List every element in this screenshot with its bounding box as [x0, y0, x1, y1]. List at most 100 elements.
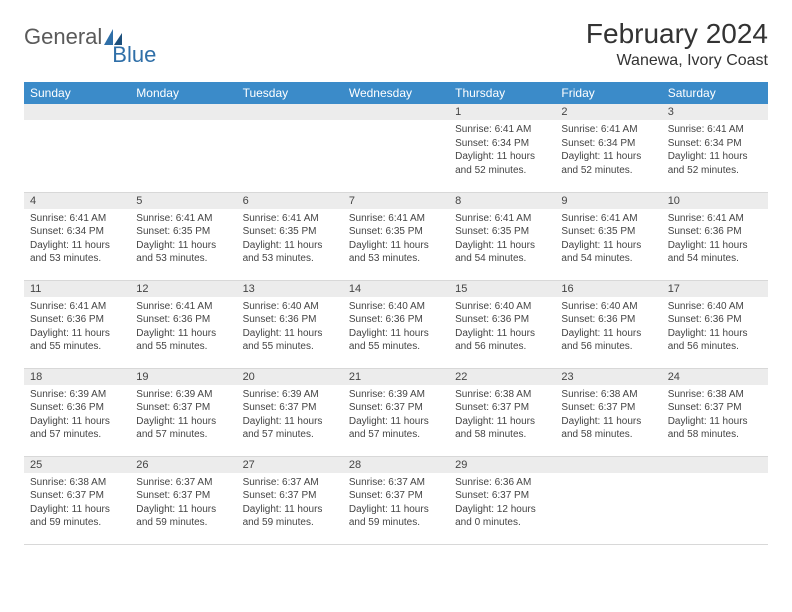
day-number: 15: [449, 281, 555, 297]
calendar-body: 1Sunrise: 6:41 AMSunset: 6:34 PMDaylight…: [24, 104, 768, 544]
day-detail-line: Sunset: 6:37 PM: [349, 489, 443, 503]
day-detail-line: Daylight: 11 hours and 57 minutes.: [349, 415, 443, 442]
day-detail-line: Sunset: 6:37 PM: [136, 489, 230, 503]
day-detail-line: Sunrise: 6:41 AM: [30, 212, 124, 226]
day-details: Sunrise: 6:40 AMSunset: 6:36 PMDaylight:…: [343, 297, 449, 358]
calendar-week-row: 18Sunrise: 6:39 AMSunset: 6:36 PMDayligh…: [24, 368, 768, 456]
calendar-week-row: 4Sunrise: 6:41 AMSunset: 6:34 PMDaylight…: [24, 192, 768, 280]
calendar-day-cell: 1Sunrise: 6:41 AMSunset: 6:34 PMDaylight…: [449, 104, 555, 192]
day-details: Sunrise: 6:41 AMSunset: 6:34 PMDaylight:…: [449, 120, 555, 181]
month-title: February 2024: [586, 18, 768, 50]
day-detail-line: Daylight: 11 hours and 59 minutes.: [349, 503, 443, 530]
day-number: 11: [24, 281, 130, 297]
day-details: Sunrise: 6:41 AMSunset: 6:34 PMDaylight:…: [24, 209, 130, 270]
calendar-week-row: 1Sunrise: 6:41 AMSunset: 6:34 PMDaylight…: [24, 104, 768, 192]
day-detail-line: Sunrise: 6:38 AM: [30, 476, 124, 490]
day-detail-line: Daylight: 11 hours and 57 minutes.: [136, 415, 230, 442]
day-detail-line: Sunset: 6:37 PM: [30, 489, 124, 503]
day-number: 21: [343, 369, 449, 385]
day-detail-line: Daylight: 11 hours and 58 minutes.: [561, 415, 655, 442]
day-detail-line: Sunset: 6:36 PM: [136, 313, 230, 327]
day-detail-line: Daylight: 11 hours and 53 minutes.: [30, 239, 124, 266]
day-detail-line: Sunrise: 6:38 AM: [668, 388, 762, 402]
day-details: Sunrise: 6:41 AMSunset: 6:36 PMDaylight:…: [24, 297, 130, 358]
day-number: 16: [555, 281, 661, 297]
calendar-day-cell: 13Sunrise: 6:40 AMSunset: 6:36 PMDayligh…: [237, 280, 343, 368]
calendar-day-cell: 25Sunrise: 6:38 AMSunset: 6:37 PMDayligh…: [24, 456, 130, 544]
day-detail-line: Daylight: 11 hours and 55 minutes.: [243, 327, 337, 354]
day-detail-line: Sunrise: 6:39 AM: [30, 388, 124, 402]
day-detail-line: Daylight: 11 hours and 53 minutes.: [136, 239, 230, 266]
day-detail-line: Sunrise: 6:40 AM: [668, 300, 762, 314]
day-detail-line: Sunset: 6:34 PM: [455, 137, 549, 151]
day-number: [237, 104, 343, 120]
calendar-day-cell: 2Sunrise: 6:41 AMSunset: 6:34 PMDaylight…: [555, 104, 661, 192]
day-detail-line: Sunset: 6:35 PM: [136, 225, 230, 239]
day-number: 10: [662, 193, 768, 209]
day-detail-line: Daylight: 11 hours and 59 minutes.: [30, 503, 124, 530]
col-saturday: Saturday: [662, 82, 768, 104]
day-detail-line: Sunrise: 6:40 AM: [349, 300, 443, 314]
calendar-day-cell: 5 Sunrise: 6:41 AMSunset: 6:35 PMDaylight…: [130, 192, 236, 280]
day-detail-line: Daylight: 11 hours and 57 minutes.: [243, 415, 337, 442]
day-detail-line: Daylight: 11 hours and 57 minutes.: [30, 415, 124, 442]
calendar-day-cell: 3Sunrise: 6:41 AMSunset: 6:34 PMDaylight…: [662, 104, 768, 192]
calendar-day-cell: 15Sunrise: 6:40 AMSunset: 6:36 PMDayligh…: [449, 280, 555, 368]
calendar-day-cell: 4Sunrise: 6:41 AMSunset: 6:34 PMDaylight…: [24, 192, 130, 280]
day-details: Sunrise: 6:38 AMSunset: 6:37 PMDaylight:…: [449, 385, 555, 446]
day-number: 17: [662, 281, 768, 297]
col-sunday: Sunday: [24, 82, 130, 104]
calendar-day-cell: 28Sunrise: 6:37 AMSunset: 6:37 PMDayligh…: [343, 456, 449, 544]
calendar-day-cell: 19Sunrise: 6:39 AMSunset: 6:37 PMDayligh…: [130, 368, 236, 456]
day-details: Sunrise: 6:41 AMSunset: 6:35 PMDaylight:…: [343, 209, 449, 270]
day-details: Sunrise: 6:39 AMSunset: 6:36 PMDaylight:…: [24, 385, 130, 446]
day-number: 8: [449, 193, 555, 209]
day-details: Sunrise: 6:38 AMSunset: 6:37 PMDaylight:…: [662, 385, 768, 446]
calendar-day-cell: 20Sunrise: 6:39 AMSunset: 6:37 PMDayligh…: [237, 368, 343, 456]
day-detail-line: Sunrise: 6:37 AM: [349, 476, 443, 490]
day-detail-line: Daylight: 11 hours and 54 minutes.: [455, 239, 549, 266]
day-details: Sunrise: 6:41 AMSunset: 6:35 PMDaylight:…: [555, 209, 661, 270]
calendar-day-cell: 6Sunrise: 6:41 AMSunset: 6:35 PMDaylight…: [237, 192, 343, 280]
calendar-day-cell: 24Sunrise: 6:38 AMSunset: 6:37 PMDayligh…: [662, 368, 768, 456]
day-number: 29: [449, 457, 555, 473]
day-detail-line: Sunset: 6:37 PM: [561, 401, 655, 415]
day-detail-line: Daylight: 11 hours and 55 minutes.: [349, 327, 443, 354]
day-detail-line: Sunrise: 6:40 AM: [561, 300, 655, 314]
day-detail-line: Sunset: 6:37 PM: [243, 489, 337, 503]
day-details: Sunrise: 6:38 AMSunset: 6:37 PMDaylight:…: [24, 473, 130, 534]
calendar-day-cell: 10Sunrise: 6:41 AMSunset: 6:36 PMDayligh…: [662, 192, 768, 280]
day-detail-line: Daylight: 11 hours and 52 minutes.: [455, 150, 549, 177]
day-detail-line: Daylight: 11 hours and 56 minutes.: [455, 327, 549, 354]
day-detail-line: Sunrise: 6:41 AM: [455, 123, 549, 137]
day-detail-line: Sunrise: 6:41 AM: [136, 300, 230, 314]
day-number: 5: [130, 193, 236, 209]
day-details: [662, 473, 768, 531]
calendar-week-row: 11Sunrise: 6:41 AMSunset: 6:36 PMDayligh…: [24, 280, 768, 368]
day-details: [24, 120, 130, 178]
day-detail-line: Sunset: 6:36 PM: [455, 313, 549, 327]
logo-word-blue: Blue: [112, 42, 156, 68]
day-detail-line: Daylight: 11 hours and 55 minutes.: [136, 327, 230, 354]
day-detail-line: Daylight: 12 hours and 0 minutes.: [455, 503, 549, 530]
day-number: 12: [130, 281, 236, 297]
day-details: Sunrise: 6:40 AMSunset: 6:36 PMDaylight:…: [237, 297, 343, 358]
day-detail-line: Daylight: 11 hours and 52 minutes.: [668, 150, 762, 177]
day-detail-line: Sunrise: 6:41 AM: [243, 212, 337, 226]
calendar-day-cell: 21Sunrise: 6:39 AMSunset: 6:37 PMDayligh…: [343, 368, 449, 456]
day-detail-line: Sunrise: 6:41 AM: [561, 212, 655, 226]
day-detail-line: Sunrise: 6:40 AM: [455, 300, 549, 314]
col-wednesday: Wednesday: [343, 82, 449, 104]
day-details: [343, 120, 449, 178]
day-detail-line: Daylight: 11 hours and 53 minutes.: [243, 239, 337, 266]
day-details: Sunrise: 6:39 AMSunset: 6:37 PMDaylight:…: [237, 385, 343, 446]
calendar-day-cell: [237, 104, 343, 192]
col-thursday: Thursday: [449, 82, 555, 104]
calendar-week-row: 25Sunrise: 6:38 AMSunset: 6:37 PMDayligh…: [24, 456, 768, 544]
day-details: Sunrise: 6:40 AMSunset: 6:36 PMDaylight:…: [449, 297, 555, 358]
day-detail-line: Daylight: 11 hours and 58 minutes.: [455, 415, 549, 442]
day-detail-line: Sunset: 6:35 PM: [243, 225, 337, 239]
day-detail-line: Sunrise: 6:41 AM: [136, 212, 230, 226]
day-detail-line: Sunset: 6:36 PM: [243, 313, 337, 327]
calendar-day-cell: [555, 456, 661, 544]
